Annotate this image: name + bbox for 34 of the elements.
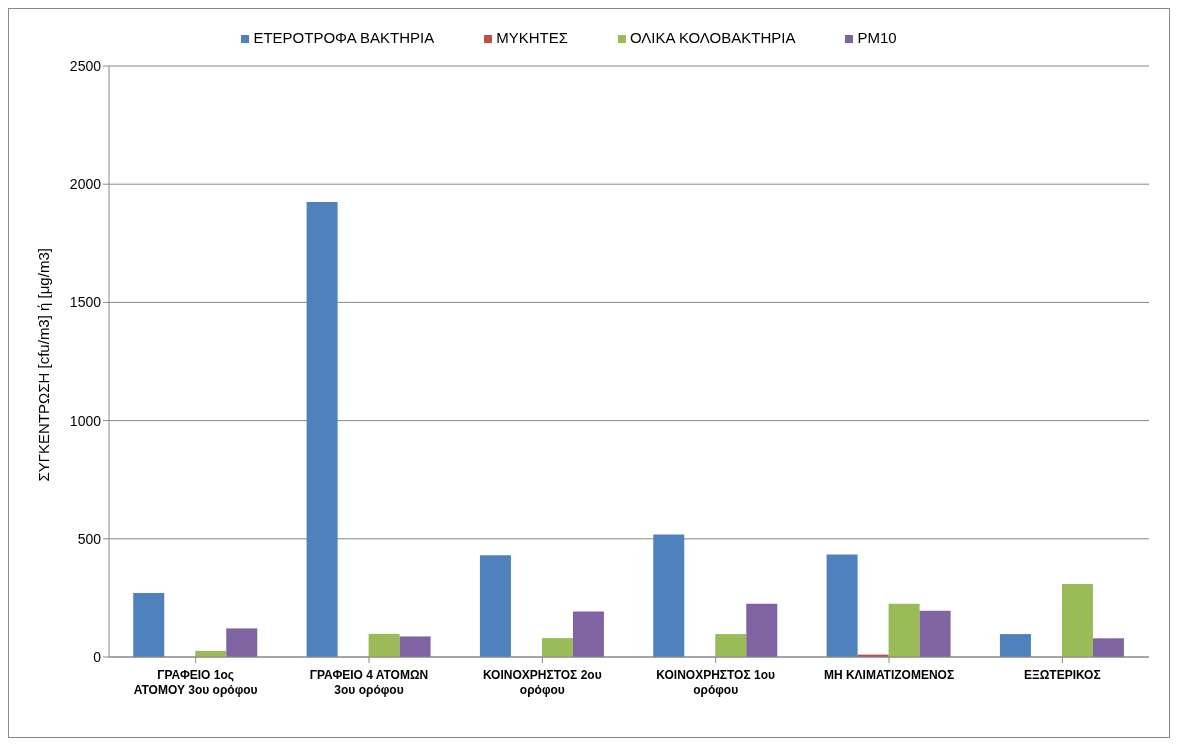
bar — [888, 603, 920, 657]
legend-label: ΕΤΕΡΟΤΡΟΦΑ ΒΑΚΤΗΡΙΑ — [253, 29, 435, 46]
bar — [306, 201, 338, 657]
bar — [653, 534, 685, 657]
bar — [541, 638, 573, 657]
x-tick-label: ΜΗ ΚΛΙΜΑΤΙΖΟΜΕΝΟΣ — [823, 668, 955, 682]
bar — [826, 554, 858, 657]
bar — [746, 603, 778, 657]
y-tick-label: 1000 — [69, 412, 102, 429]
legend-label: ΜΥΚΗΤΕΣ — [496, 29, 568, 46]
bar — [715, 634, 747, 657]
legend-label: PM10 — [857, 29, 897, 46]
bar — [368, 633, 400, 657]
bar — [1061, 583, 1093, 657]
x-tick-label: ΚΟΙΝΟΧΡΗΣΤΟΣ 2ου ορόφου — [483, 668, 602, 697]
y-axis-title: ΣΥΓΚΕΝΤΡΩΣΗ [cfu/m3] ή [μg/m3] — [35, 248, 53, 482]
y-tick-label: 2000 — [69, 176, 102, 193]
x-tick-label: ΚΟΙΝΟΧΡΗΣΤΟΣ 1ου ορόφου — [656, 668, 775, 697]
x-tick-label: ΓΡΑΦΕΙΟ 1ος ΑΤΟΜΟΥ 3ου ορόφου — [133, 668, 258, 697]
x-tick-label: ΕΞΩΤΕΡΙΚΟΣ — [1024, 668, 1101, 682]
bar — [919, 610, 951, 657]
bar — [399, 636, 431, 657]
bar — [479, 555, 511, 657]
y-tick-label: 500 — [77, 530, 102, 547]
bar — [572, 611, 604, 657]
y-tick-label: 1500 — [69, 294, 102, 311]
bar — [1092, 638, 1124, 657]
y-tick-label: 2500 — [69, 57, 102, 74]
bar — [226, 628, 258, 657]
y-tick-label: 0 — [93, 648, 102, 665]
bar — [999, 634, 1031, 657]
x-tick-label: ΓΡΑΦΕΙΟ 4 ΑΤΟΜΩΝ 3ου ορόφου — [309, 668, 429, 697]
bar — [133, 592, 165, 657]
legend-label: ΟΛΙΚΑ ΚΟΛΟΒΑΚΤΗΡΙΑ — [629, 29, 796, 46]
